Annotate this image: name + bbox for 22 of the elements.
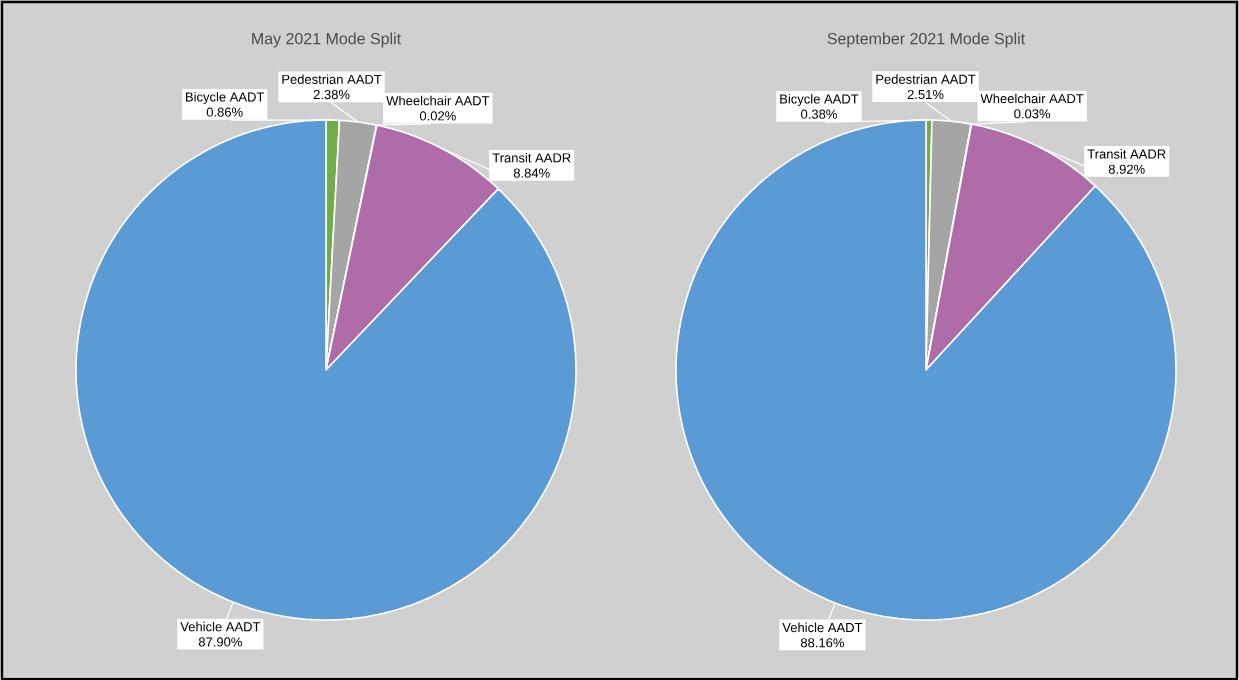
data-label: 0.86% (206, 107, 243, 117)
data-label: 2.51% (907, 89, 944, 99)
data-label: 0.02% (419, 111, 456, 121)
slice-label: Bicycle AADT (186, 91, 265, 105)
slice-label: Vehicle AADT (782, 622, 863, 633)
data-label: 8.92% (1108, 164, 1145, 174)
slice-label: Wheelchair AADT (980, 93, 1084, 104)
slice-label: Vehicle AADT (180, 621, 261, 632)
data-label: 0.38% (801, 109, 837, 119)
slice-label: Bicycle AADT (780, 93, 859, 107)
data-label: 8.84% (513, 168, 550, 178)
chart-title: September 2021 Mode Split (827, 32, 1026, 48)
data-label: 87.90% (198, 637, 242, 647)
chart-title: May 2021 Mode Split (252, 32, 401, 48)
slice-label: Transit AADR (492, 152, 571, 163)
slice-label: Pedestrian AADT (876, 74, 976, 84)
slice-label: Transit AADR (1087, 149, 1166, 159)
slice-label: Pedestrian AADT (282, 74, 382, 84)
data-label: 88.16% (800, 638, 844, 648)
data-label: 0.03% (1014, 109, 1051, 119)
slice-label: Wheelchair AADT (386, 95, 490, 106)
data-label: 2.38% (313, 89, 350, 100)
